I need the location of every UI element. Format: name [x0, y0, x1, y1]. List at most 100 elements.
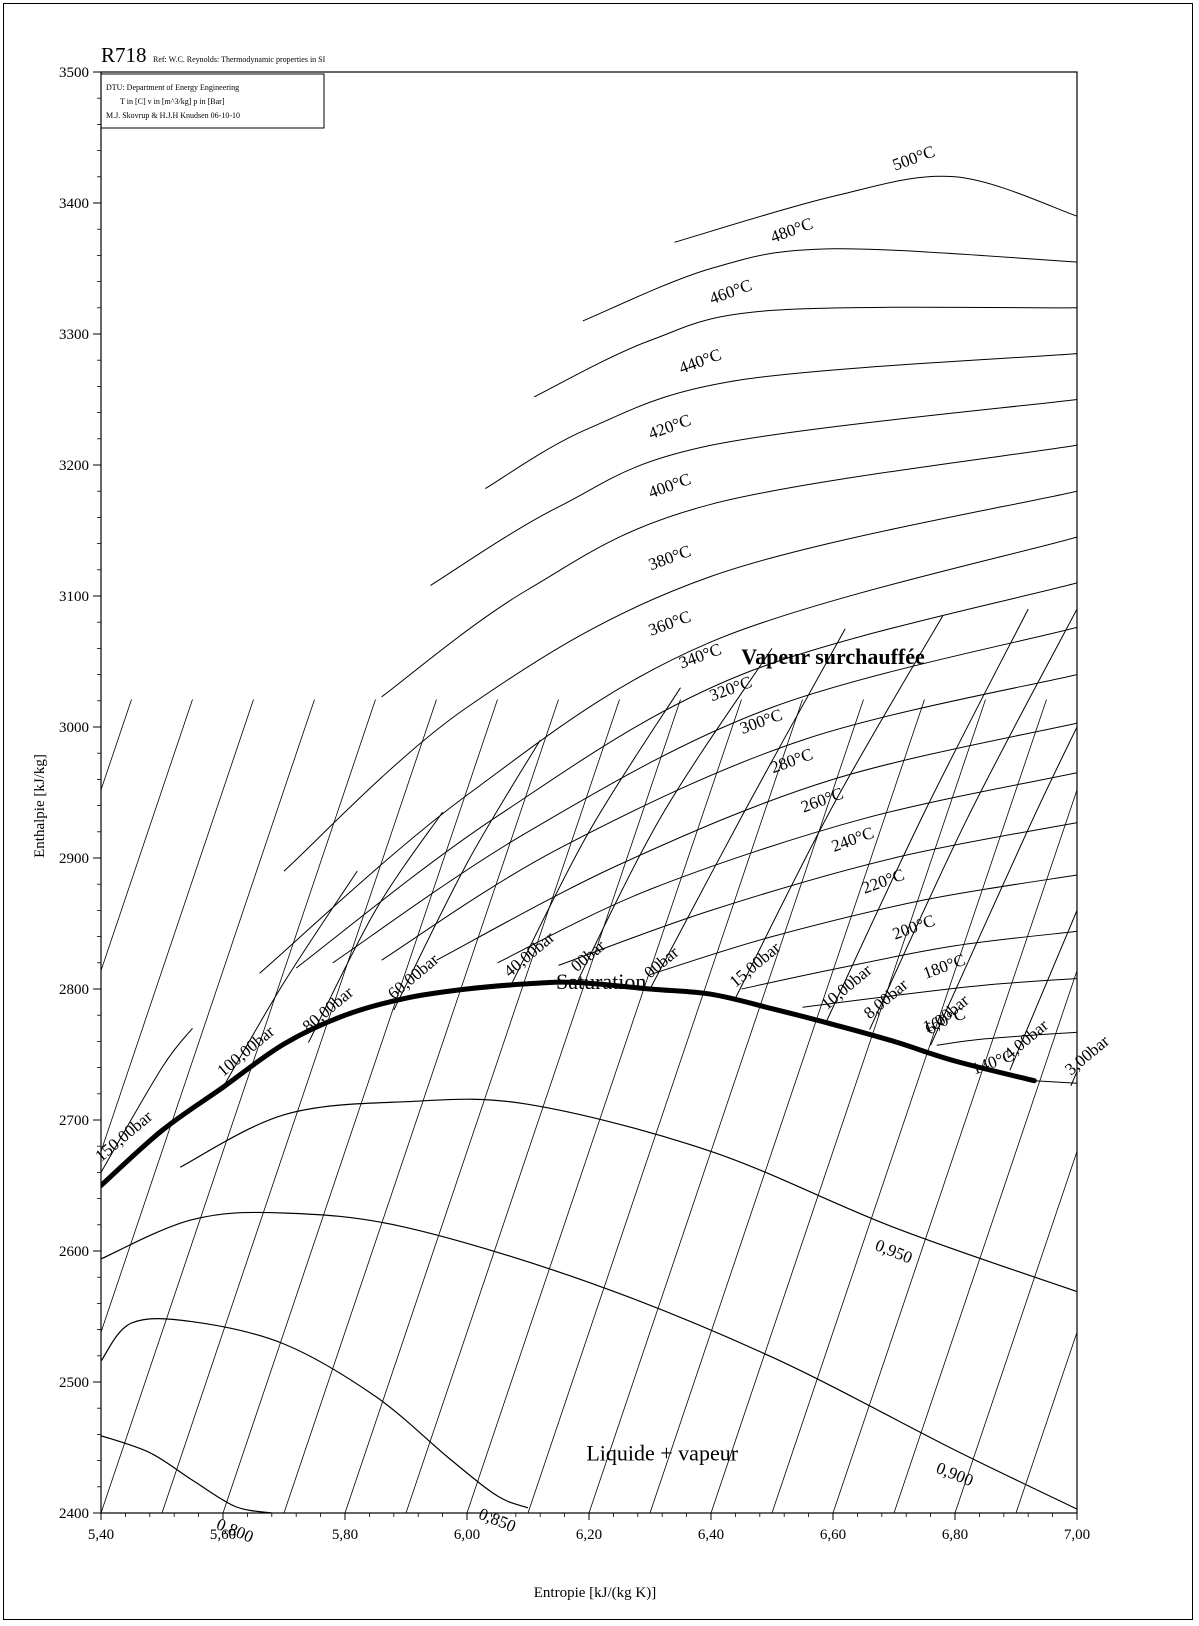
- y-tick-label: 2700: [59, 1113, 89, 1129]
- isotherm-220-c: [649, 874, 1077, 976]
- isotherm-360-c: [259, 536, 1077, 974]
- y-tick-label: 2800: [59, 982, 89, 998]
- isotherm-260-c: [497, 772, 1077, 964]
- quality-grid-line: [1138, 699, 1199, 1513]
- isotherm-280-c: [436, 722, 1077, 961]
- x-tick-label: 7,00: [1064, 1527, 1090, 1543]
- isotherm-180-c: [802, 978, 1077, 1008]
- quality-grid-line: [832, 788, 1077, 1513]
- y-tick-label: 3400: [59, 196, 89, 212]
- y-tick-label: 3200: [59, 458, 89, 474]
- page-frame: [3, 3, 1193, 1620]
- plot-curves: [101, 175, 1077, 1513]
- isotherm-480-c: [582, 248, 1077, 322]
- quality-grid-line: [344, 699, 620, 1513]
- isobar-8-00bar-9: [869, 608, 1077, 1030]
- annotation-vapeur-surchauff-e: Vapeur surchauffée: [741, 644, 925, 669]
- isobar-40-00bar-4: [509, 687, 681, 988]
- isotherm-240-c: [558, 822, 1077, 966]
- isotherm-420-c: [430, 399, 1077, 586]
- isotherm-label-360-c: 360°C: [646, 607, 694, 640]
- isotherm-label-320-c: 320°C: [707, 672, 755, 705]
- quality-line-0-800: [101, 1435, 272, 1513]
- isotherm-label-220-c: 220°C: [859, 865, 907, 898]
- x-tick-label: 6,80: [942, 1527, 968, 1543]
- isobar-10-00bar-8: [826, 608, 1029, 1021]
- x-tick-label: 6,40: [698, 1527, 724, 1543]
- x-tick-label: 5,40: [88, 1527, 114, 1543]
- isobar-3-00bar-12: [1070, 1071, 1077, 1087]
- quality-grid-line: [101, 699, 254, 1153]
- isotherm-label-340-c: 340°C: [676, 640, 724, 673]
- chart-subtitle: Ref: W.C. Reynolds: Thermodynamic proper…: [153, 55, 326, 64]
- y-tick-label: 2600: [59, 1244, 89, 1260]
- isotherm-340-c: [295, 582, 1077, 969]
- x-tick-label: 6,20: [576, 1527, 602, 1543]
- quality-grid-line: [222, 699, 498, 1513]
- isotherm-380-c: [283, 490, 1077, 872]
- quality-line-0-850: [101, 1318, 529, 1509]
- quality-grid-line: [101, 699, 315, 1334]
- isotherm-label-200-c: 200°C: [890, 911, 938, 944]
- quality-grid-line: [771, 699, 1047, 1513]
- isobar-label-80-00bar: 80,00bar: [299, 982, 357, 1035]
- y-tick-label: 3100: [59, 589, 89, 605]
- y-tick-label: 2400: [59, 1506, 89, 1522]
- x-tick-label: 6,60: [820, 1527, 846, 1543]
- isotherm-320-c: [332, 626, 1077, 964]
- y-tick-label: 2900: [59, 851, 89, 867]
- isobar-label-3-00bar: 3,00bar: [1061, 1031, 1113, 1079]
- y-axis-title: Enthalpie [kJ/kg]: [32, 754, 48, 858]
- isentrope-hatching: [0, 699, 1199, 1513]
- isotherm-label-460-c: 460°C: [707, 275, 755, 308]
- isotherm-label-480-c: 480°C: [768, 214, 816, 247]
- x-tick-label: 5,60: [210, 1527, 236, 1543]
- chart-title: R718: [101, 43, 147, 67]
- isotherm-400-c: [381, 444, 1077, 698]
- isobar-label-15-00bar: 15,00bar: [726, 938, 784, 991]
- y-tick-label: 2500: [59, 1375, 89, 1391]
- quality-grid-line: [1015, 1330, 1077, 1513]
- info-box-line-3: M.J. Skovrup & H.J.H Knudsen 06-10-10: [106, 111, 240, 120]
- isotherm-label-400-c: 400°C: [646, 469, 694, 502]
- isobar-80-00bar-2: [307, 811, 444, 1043]
- quality-grid-line: [283, 699, 559, 1513]
- isotherm-500-c: [674, 175, 1077, 243]
- quality-grid-line: [101, 699, 193, 972]
- isotherm-label-380-c: 380°C: [646, 541, 694, 574]
- quality-grid-line: [1076, 1511, 1077, 1513]
- isobar-100-00bar-1: [222, 870, 358, 1088]
- isotherm-160-c: [936, 1031, 1077, 1046]
- isotherm-460-c: [533, 306, 1077, 398]
- info-box-line-1: DTU: Department of Energy Engineering: [106, 83, 239, 92]
- isobar-60-00bar-3: [393, 739, 541, 1011]
- x-axis-title: Entropie [kJ/(kg K)]: [534, 1585, 656, 1601]
- quality-grid-line: [101, 699, 376, 1513]
- quality-line-0-900: [101, 1211, 1077, 1510]
- quality-grid-line: [649, 699, 925, 1513]
- isotherm-label-300-c: 300°C: [737, 705, 785, 738]
- quality-grid-line: [0, 699, 10, 1513]
- x-tick-label: 5,80: [332, 1527, 358, 1543]
- isotherm-440-c: [485, 353, 1077, 490]
- quality-label-0-850: 0,850: [476, 1504, 519, 1536]
- isobar-label-40-00bar: 40,00bar: [500, 927, 558, 980]
- y-tick-label: 3300: [59, 327, 89, 343]
- isobar-label-00bar: 00bar: [640, 942, 682, 982]
- quality-grid-line: [161, 699, 437, 1513]
- isotherm-300-c: [381, 674, 1077, 961]
- quality-line-0-950: [180, 1098, 1077, 1293]
- isotherm-label-440-c: 440°C: [676, 345, 724, 378]
- info-box-line-2: T in [C] v in [m^3/kg] p in [Bar]: [120, 97, 225, 106]
- isobar-00bar-6: [649, 628, 846, 990]
- isobar-6-00bar-10: [930, 726, 1077, 1046]
- annotation-saturation: Saturation: [556, 969, 646, 994]
- isobar-4-00bar-11: [1009, 910, 1077, 1071]
- isotherm-label-240-c: 240°C: [829, 823, 877, 856]
- quality-label-0-900: 0,900: [934, 1458, 977, 1490]
- quality-grid-line: [893, 969, 1077, 1513]
- quality-grid-line: [954, 1150, 1077, 1513]
- y-tick-label: 3000: [59, 720, 89, 736]
- quality-grid-line: [466, 699, 742, 1513]
